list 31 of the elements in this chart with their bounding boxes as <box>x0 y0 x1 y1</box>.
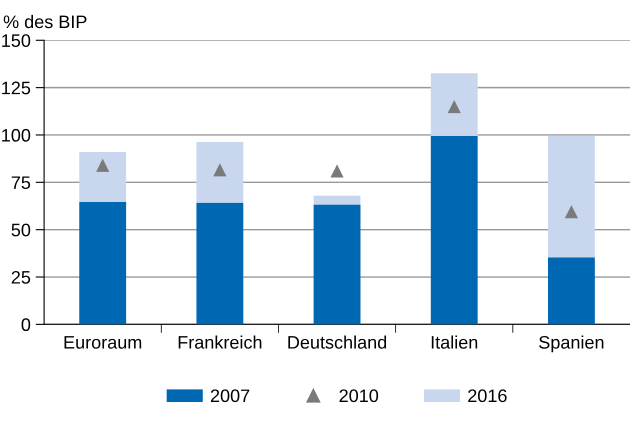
x-tick-label: Euroraum <box>64 336 142 349</box>
point <box>448 100 461 114</box>
bar <box>314 196 360 205</box>
y-tick-label: 150 <box>2 34 30 47</box>
point <box>564 205 578 218</box>
legend-label: 2016 <box>468 389 507 402</box>
bar <box>548 136 595 258</box>
x-tick-label: Deutschland <box>288 335 386 349</box>
bar <box>548 258 595 324</box>
y-tick-label: 50 <box>12 224 30 236</box>
x-tick-label: Frankreich <box>178 335 262 349</box>
bar <box>79 152 126 202</box>
y-tick-label: 100 <box>2 128 30 142</box>
bar <box>79 202 126 324</box>
x-tick-label: Italien <box>432 335 478 349</box>
bar <box>430 73 478 136</box>
point <box>96 158 110 172</box>
y-tick-label: 0 <box>22 318 30 332</box>
bar <box>196 142 244 203</box>
point <box>213 163 226 176</box>
y-tick-label: 75 <box>12 176 30 190</box>
y-axis-title: % des BIP <box>4 14 86 28</box>
legend-label: 2007 <box>210 389 250 402</box>
legend-label: 2010 <box>340 389 378 402</box>
bar <box>196 202 244 324</box>
bar <box>430 136 478 324</box>
y-tick-label: 25 <box>12 270 30 284</box>
y-tick-label: 125 <box>2 82 30 94</box>
bar <box>314 204 360 324</box>
x-tick-label: Spanien <box>539 335 604 352</box>
point <box>330 164 344 178</box>
